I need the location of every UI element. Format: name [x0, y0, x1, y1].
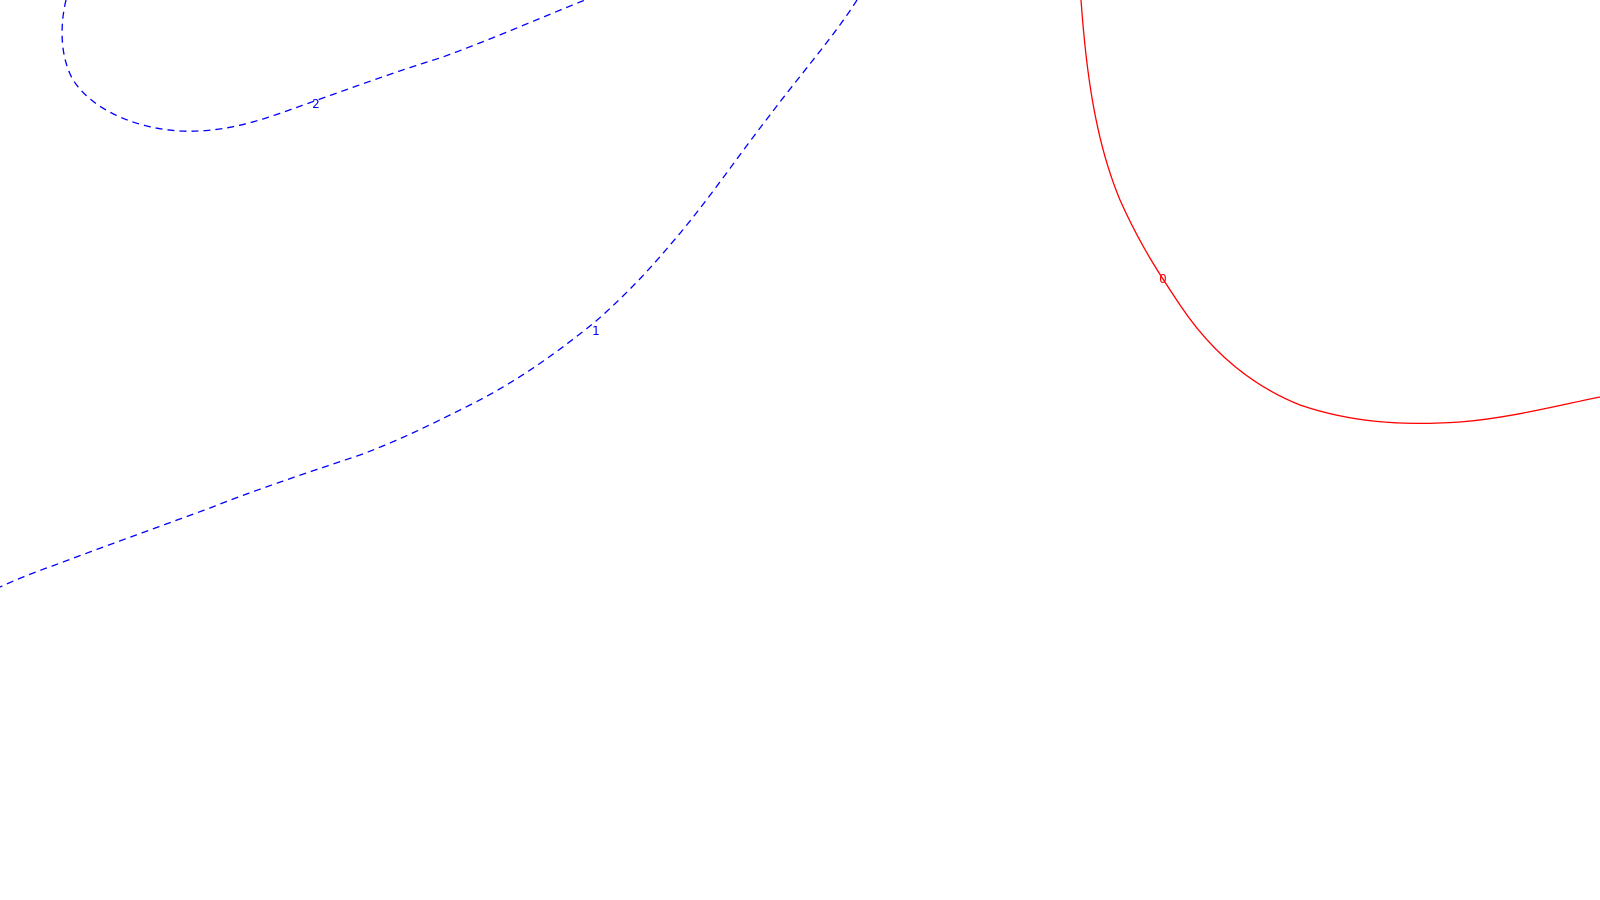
- contour-label-level-0: 0: [1159, 272, 1167, 286]
- contour-line-level-1: [0, 0, 858, 588]
- contour-line-level-2: [61, 0, 586, 132]
- contour-label-level-1: 1: [592, 324, 600, 338]
- contour-line-level-0: [1080, 0, 1600, 425]
- contour-label-level-2: 2: [312, 97, 320, 111]
